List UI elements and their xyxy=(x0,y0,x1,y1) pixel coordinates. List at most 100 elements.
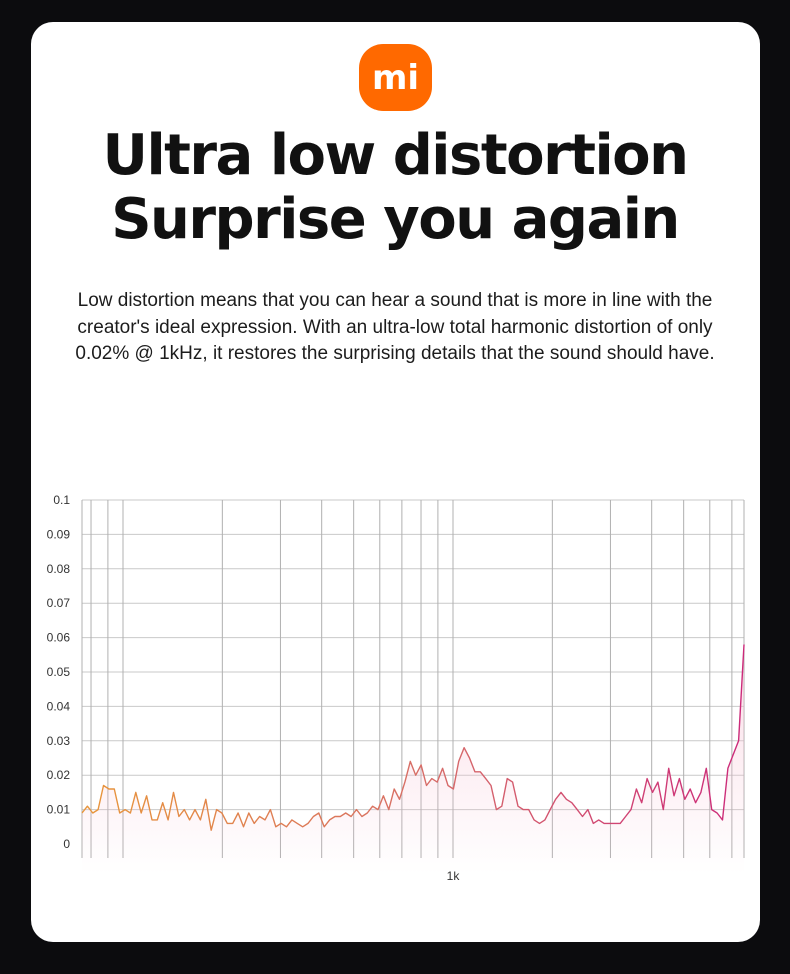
data-point xyxy=(200,819,201,820)
data-point xyxy=(738,740,739,741)
data-point xyxy=(496,809,497,810)
data-point xyxy=(270,809,271,810)
data-point xyxy=(458,761,459,762)
data-point xyxy=(647,778,648,779)
data-point xyxy=(415,775,416,776)
data-point xyxy=(168,819,169,820)
data-point xyxy=(103,785,104,786)
data-point xyxy=(420,764,421,765)
data-point xyxy=(598,819,599,820)
data-point xyxy=(114,788,115,789)
data-point xyxy=(550,809,551,810)
data-point xyxy=(243,826,244,827)
data-point xyxy=(700,792,701,793)
data-point xyxy=(437,781,438,782)
data-point xyxy=(307,823,308,824)
data-point xyxy=(464,747,465,748)
series-line xyxy=(81,644,745,831)
data-point xyxy=(442,768,443,769)
data-point xyxy=(318,812,319,813)
data-point xyxy=(620,823,621,824)
data-point xyxy=(394,788,395,789)
data-point xyxy=(609,823,610,824)
data-point xyxy=(141,812,142,813)
data-point xyxy=(560,792,561,793)
data-point xyxy=(205,799,206,800)
data-point xyxy=(87,806,88,807)
data-point xyxy=(264,819,265,820)
data-point xyxy=(727,768,728,769)
data-point xyxy=(302,826,303,827)
data-point xyxy=(743,644,744,645)
data-point xyxy=(119,812,120,813)
data-point xyxy=(485,778,486,779)
data-point xyxy=(528,809,529,810)
data-point xyxy=(593,823,594,824)
data-point xyxy=(254,823,255,824)
data-point xyxy=(291,819,292,820)
headline-line-1: Ultra low distortion xyxy=(102,123,689,188)
data-point xyxy=(533,819,534,820)
data-point xyxy=(431,778,432,779)
data-point xyxy=(157,819,158,820)
data-point xyxy=(275,826,276,827)
data-point xyxy=(474,771,475,772)
data-point xyxy=(571,802,572,803)
brand-logo: mi xyxy=(359,44,432,111)
y-tick-label: 0.04 xyxy=(47,699,71,713)
data-point xyxy=(367,812,368,813)
y-tick-label: 0.07 xyxy=(47,596,71,610)
data-point xyxy=(577,809,578,810)
data-point xyxy=(173,792,174,793)
data-point xyxy=(351,816,352,817)
data-point xyxy=(324,826,325,827)
data-point xyxy=(404,781,405,782)
data-point xyxy=(237,812,238,813)
y-tick-label: 0.1 xyxy=(53,493,70,507)
data-point xyxy=(507,778,508,779)
data-point xyxy=(108,788,109,789)
data-point xyxy=(652,792,653,793)
y-tick-label: 0.03 xyxy=(47,734,71,748)
data-point xyxy=(216,809,217,810)
data-point xyxy=(211,830,212,831)
data-point xyxy=(399,799,400,800)
headline-line-2: Surprise you again xyxy=(111,187,680,252)
data-point xyxy=(130,812,131,813)
data-point xyxy=(517,806,518,807)
data-point xyxy=(641,802,642,803)
data-point xyxy=(695,802,696,803)
data-point xyxy=(523,809,524,810)
data-point xyxy=(356,809,357,810)
data-point xyxy=(151,819,152,820)
data-point xyxy=(286,826,287,827)
data-point xyxy=(98,809,99,810)
data-point xyxy=(501,806,502,807)
data-point xyxy=(469,757,470,758)
data-point xyxy=(410,761,411,762)
data-point xyxy=(663,809,664,810)
data-point xyxy=(480,771,481,772)
data-point xyxy=(453,788,454,789)
data-point xyxy=(614,823,615,824)
data-point xyxy=(232,823,233,824)
data-point xyxy=(281,823,282,824)
data-point xyxy=(135,792,136,793)
data-point xyxy=(673,795,674,796)
data-point xyxy=(146,795,147,796)
y-tick-label: 0.06 xyxy=(47,631,71,645)
data-point xyxy=(657,781,658,782)
data-point xyxy=(555,799,556,800)
data-point xyxy=(124,809,125,810)
content-card xyxy=(31,22,760,942)
data-point xyxy=(668,768,669,769)
data-point xyxy=(377,809,378,810)
y-tick-label: 0.02 xyxy=(47,768,71,782)
data-point xyxy=(582,816,583,817)
data-point xyxy=(194,809,195,810)
y-tick-label: 0.09 xyxy=(47,527,71,541)
data-point xyxy=(313,816,314,817)
data-point xyxy=(625,816,626,817)
series-area xyxy=(82,644,744,874)
data-point xyxy=(512,781,513,782)
